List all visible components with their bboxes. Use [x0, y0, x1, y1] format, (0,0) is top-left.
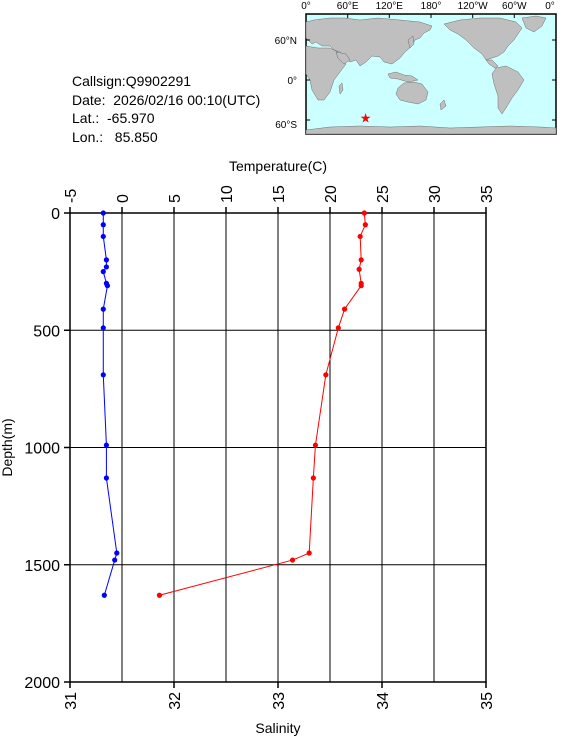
salinity-point	[100, 325, 106, 331]
map-land	[305, 15, 557, 135]
temperature-point	[323, 372, 329, 378]
map-lon-label: 180°	[421, 1, 442, 12]
temperature-tick-label: 25	[375, 185, 392, 203]
temperature-tick-label: 0	[115, 194, 132, 203]
salinity-point	[112, 557, 118, 563]
latitude-text: Lat.: -65.970	[72, 110, 155, 126]
salinity-point	[100, 222, 106, 228]
temperature-point	[312, 442, 319, 448]
salinity-point	[101, 592, 107, 598]
map-lon-label: 60°W	[502, 1, 527, 12]
temperature-tick-label: 15	[271, 185, 288, 203]
temperature-point	[357, 233, 363, 240]
depth-tick-label: 2000	[24, 675, 60, 692]
salinity-point	[100, 269, 106, 275]
map-ticks	[306, 14, 556, 121]
depth-axis-label: Depth(m)	[0, 418, 15, 476]
temperature-axis-label: Temperature(C)	[229, 158, 327, 174]
map-lat-label: 0°	[287, 76, 297, 87]
salinity-profile-line	[102, 213, 118, 596]
map-lat-label: 60°S	[275, 120, 297, 131]
temperature-tick-label: 10	[219, 185, 236, 203]
salinity-point	[100, 306, 106, 312]
longitude-text: Lon.: 85.850	[72, 128, 158, 145]
temperature-point	[335, 325, 341, 331]
depth-tick-label: 500	[33, 323, 60, 340]
temperature-point	[356, 266, 362, 272]
depth-tick-label: 0	[51, 206, 60, 223]
salinity-point	[100, 233, 106, 240]
salinity-axis: 31 32 33 34 35	[63, 682, 496, 710]
salinity-point	[103, 475, 109, 481]
temperature-tick-label: 30	[427, 185, 444, 203]
map-lon-label: 60°E	[337, 1, 359, 12]
temperature-point	[358, 257, 364, 263]
salinity-point	[103, 257, 109, 263]
temperature-point	[310, 475, 316, 481]
depth-tick-label: 1500	[24, 558, 60, 575]
temperature-point	[358, 283, 364, 289]
date-text: Date: 2026/02/16 00:10(UTC)	[72, 91, 261, 108]
map-lon-labels: 0° 60°E 120°E 180° 120°W 60°W 0°	[301, 1, 555, 12]
salinity-tick-label: 34	[375, 692, 392, 710]
map-lat-label: 60°N	[275, 36, 297, 47]
salinity-point	[100, 372, 106, 378]
map-lon-label: 120°E	[376, 1, 404, 12]
salinity-tick-label: 32	[167, 692, 184, 710]
salinity-tick-label: 31	[63, 692, 80, 710]
salinity-tick-label: 33	[271, 692, 288, 710]
map-lon-label: 120°W	[458, 1, 489, 12]
temperature-axis: -5 0 5 10 15 20 25 30 35	[63, 185, 496, 213]
callsign-text: Callsign:Q9902291	[72, 73, 192, 89]
depth-axis: 0 500 1000 1500 2000	[24, 206, 70, 692]
salinity-point	[100, 210, 106, 216]
temperature-point	[289, 557, 296, 563]
temperature-point	[156, 592, 163, 598]
depth-tick-label: 1000	[24, 441, 60, 458]
salinity-point	[103, 442, 109, 448]
temperature-profile-line	[159, 212, 366, 596]
temperature-point	[362, 222, 368, 228]
temperature-tick-label: 20	[323, 185, 340, 203]
salinity-point	[114, 550, 120, 556]
salinity-point	[104, 283, 111, 289]
temperature-tick-label: -5	[63, 189, 80, 203]
temperature-point	[341, 306, 348, 312]
salinity-axis-label: Salinity	[255, 720, 300, 736]
chart-grid	[70, 213, 486, 682]
temperature-tick-label: 5	[167, 194, 184, 203]
float-info: Callsign:Q9902291 Date: 2026/02/16 00:10…	[72, 72, 260, 146]
map-lat-labels: 60°N 0° 60°S	[275, 36, 298, 131]
salinity-point	[103, 264, 109, 270]
map-lon-label: 0°	[301, 1, 311, 12]
float-location-star-icon: ★	[360, 110, 372, 125]
temperature-point	[361, 210, 367, 216]
map-lon-label: 0°	[545, 1, 555, 12]
chart-series	[100, 210, 368, 598]
temperature-point	[306, 550, 312, 556]
temperature-tick-label: 35	[479, 185, 496, 203]
salinity-tick-label: 35	[479, 692, 496, 710]
location-map: 0° 60°E 120°E 180° 120°W 60°W 0° 60°N 0°…	[275, 1, 557, 135]
